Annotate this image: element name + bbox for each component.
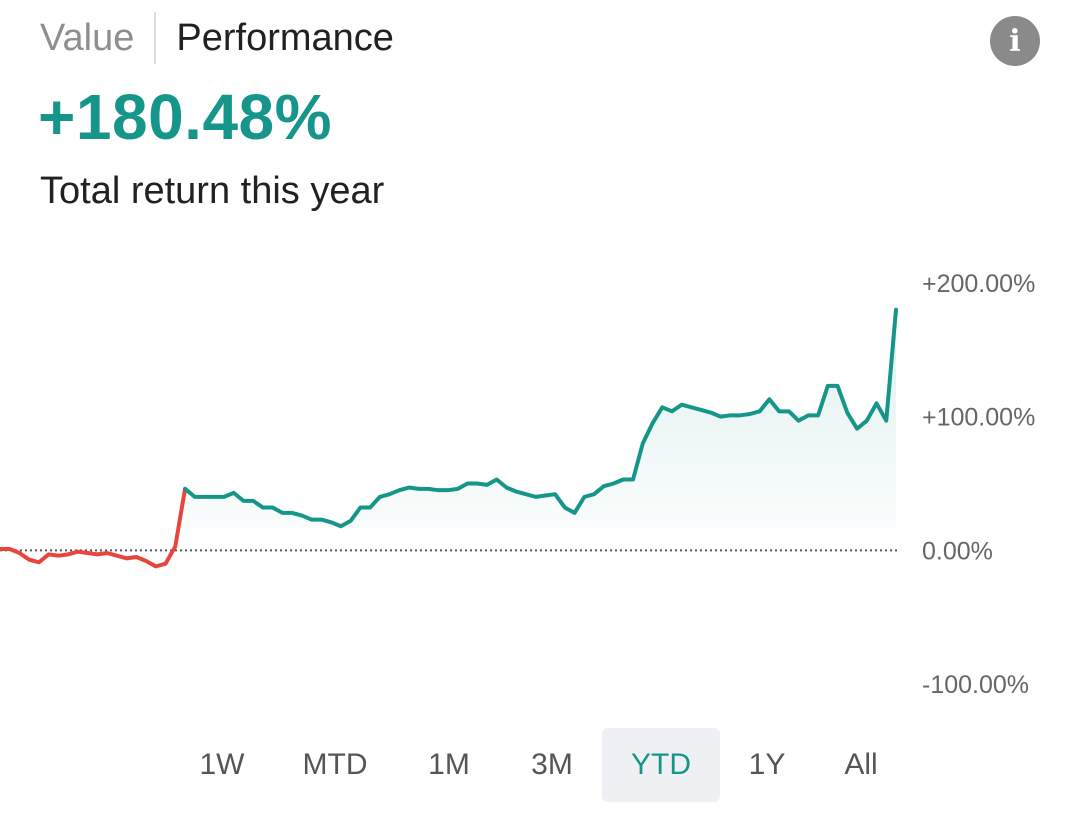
total-return-caption: Total return this year: [40, 170, 385, 212]
range-1y-button[interactable]: 1Y: [748, 748, 786, 781]
tab-performance[interactable]: Performance: [176, 16, 394, 59]
info-icon[interactable]: i: [990, 16, 1040, 66]
range-selector: 1W MTD 1M 3M YTD 1Y All: [170, 728, 908, 802]
performance-chart: +200.00% +100.00% 0.00% -100.00%: [0, 270, 1035, 699]
range-ytd-button[interactable]: YTD: [602, 728, 720, 802]
range-1m-button[interactable]: 1M: [428, 748, 470, 781]
positive-line: [183, 307, 898, 529]
range-all-button[interactable]: All: [844, 748, 878, 781]
negative-line: [0, 486, 188, 569]
performance-area: [185, 309, 897, 551]
y-tick-label: 0.00%: [922, 537, 993, 565]
view-tabs: Value Performance: [40, 10, 394, 66]
y-tick-label: +100.00%: [922, 404, 1035, 432]
y-tick-label: -100.00%: [922, 671, 1029, 699]
range-3m-button[interactable]: 3M: [531, 748, 573, 781]
range-1w-button[interactable]: 1W: [199, 748, 245, 781]
total-return-value: +180.48%: [38, 81, 333, 153]
range-mtd-button[interactable]: MTD: [302, 748, 368, 781]
y-tick-label: +200.00%: [922, 270, 1035, 298]
tab-value[interactable]: Value: [40, 16, 135, 59]
tab-divider: [154, 12, 157, 64]
